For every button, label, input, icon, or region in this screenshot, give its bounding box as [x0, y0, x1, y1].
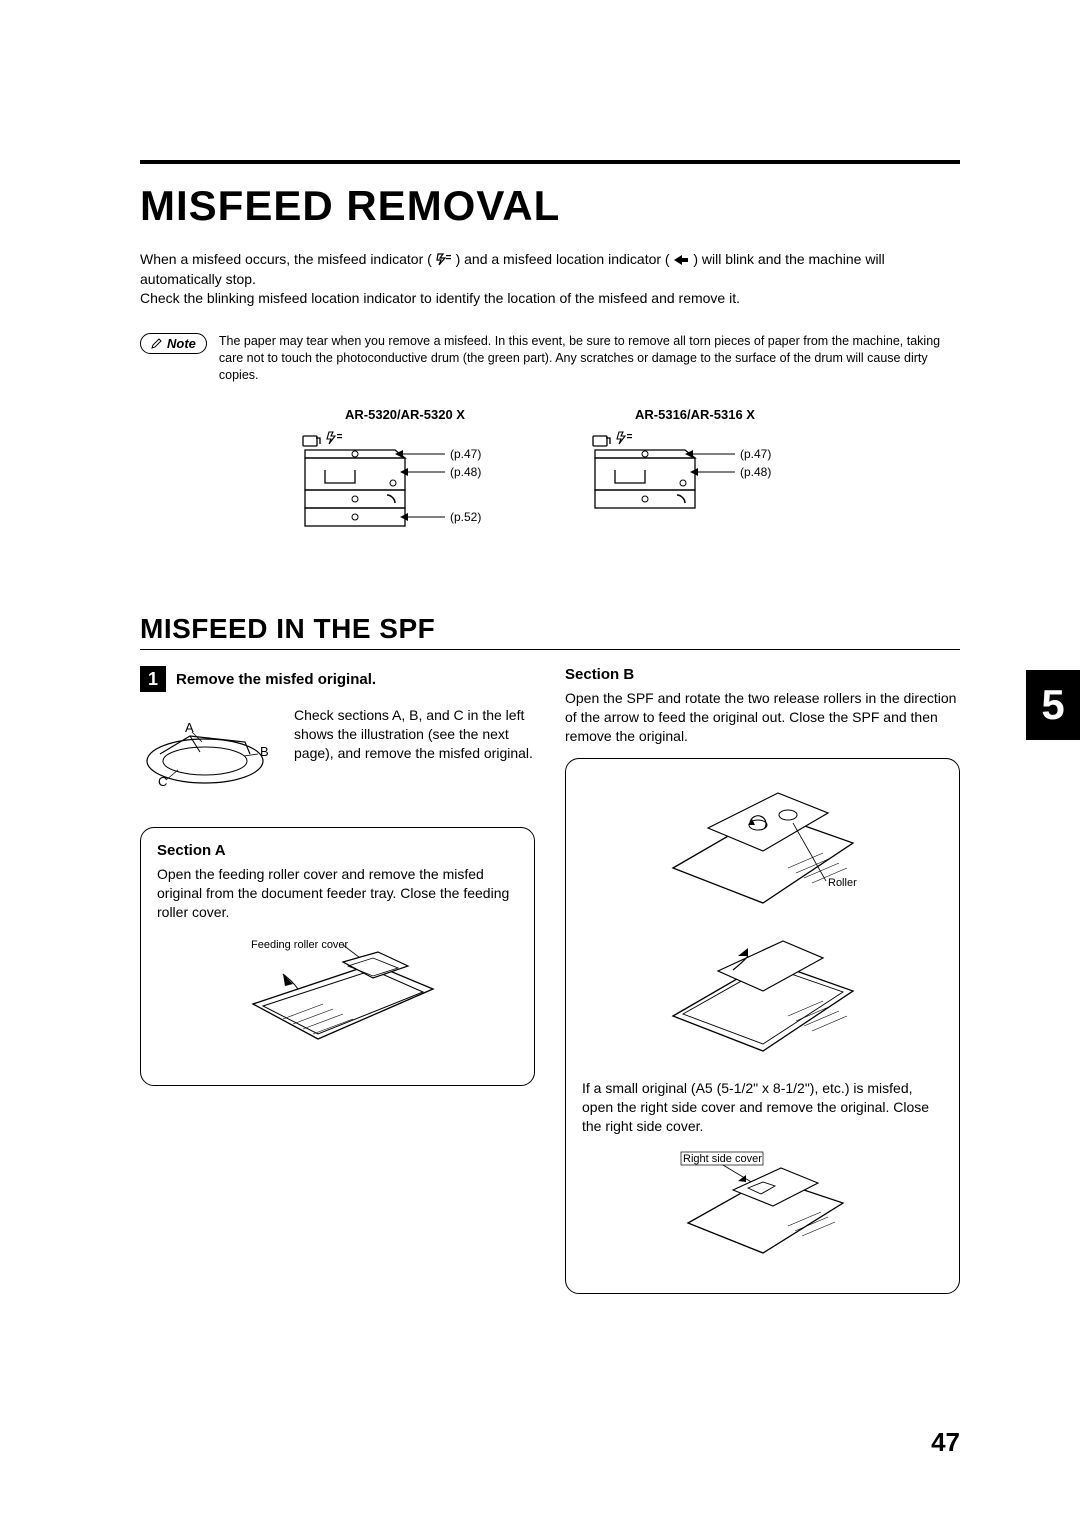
main-title: MISFEED REMOVAL [140, 182, 960, 230]
page-number: 47 [931, 1427, 960, 1458]
section-b-illustration-1: Roller [582, 773, 943, 918]
location-indicator-icon [673, 251, 693, 267]
step-1-row: A B C Check sections A, B, and C in the … [140, 706, 535, 801]
section-b-title: Section B [565, 666, 960, 683]
chapter-tab: 5 [1026, 670, 1080, 740]
intro-text-2: Check the blinking misfeed location indi… [140, 290, 740, 306]
section-b-body-2: If a small original (A5 (5-1/2" x 8-1/2"… [582, 1079, 943, 1136]
step-1-body: Check sections A, B, and C in the left s… [294, 706, 535, 801]
diagram-left: AR-5320/AR-5320 X (p.47) (p.48) [295, 407, 515, 563]
svg-text:C: C [158, 774, 167, 789]
section-a-illustration: Feeding roller cover [157, 934, 518, 1069]
top-rule [140, 160, 960, 164]
step-1-header: 1 Remove the misfed original. [140, 666, 535, 692]
pageref-48: (p.48) [450, 465, 481, 479]
intro-text-1: When a misfeed occurs, the misfeed indic… [140, 251, 432, 267]
diagram-right: AR-5316/AR-5316 X (p.47) (p.48) [585, 407, 805, 563]
note-label: Note [167, 336, 196, 351]
spf-title: MISFEED IN THE SPF [140, 613, 960, 645]
indicator-diagram-left-svg: (p.47) (p.48) (p.52) [295, 428, 515, 558]
step-1-title: Remove the misfed original. [176, 671, 376, 688]
intro-paragraph: When a misfeed occurs, the misfeed indic… [140, 250, 960, 309]
note-block: Note The paper may tear when you remove … [140, 333, 960, 384]
right-column: Section B Open the SPF and rotate the tw… [565, 666, 960, 1293]
misfeed-indicator-icon [436, 251, 456, 267]
section-b-illustration-3: Right side cover [582, 1148, 943, 1273]
section-b-illustration-2 [582, 926, 943, 1071]
page-root: MISFEED REMOVAL When a misfeed occurs, t… [0, 0, 1080, 1528]
diagram-right-title: AR-5316/AR-5316 X [585, 407, 805, 422]
svg-text:Right side cover: Right side cover [683, 1153, 762, 1165]
svg-text:Roller: Roller [828, 877, 857, 889]
section-b-box: Roller [565, 758, 960, 1294]
step-1-number: 1 [140, 666, 166, 692]
pageref-47b: (p.47) [740, 447, 771, 461]
spf-rule [140, 649, 960, 650]
pageref-48b: (p.48) [740, 465, 771, 479]
pencil-icon [151, 337, 163, 349]
indicator-diagrams: AR-5320/AR-5320 X (p.47) (p.48) [140, 407, 960, 563]
svg-text:B: B [260, 744, 269, 759]
abc-illustration: A B C [140, 706, 280, 801]
pageref-52: (p.52) [450, 510, 481, 524]
pageref-47: (p.47) [450, 447, 481, 461]
section-a-body: Open the feeding roller cover and remove… [157, 865, 518, 922]
indicator-diagram-right-svg: (p.47) (p.48) [585, 428, 805, 538]
spf-columns: 1 Remove the misfed original. A B C [140, 666, 960, 1293]
section-a-title: Section A [157, 842, 518, 859]
svg-text:Feeding roller cover: Feeding roller cover [251, 939, 349, 951]
diagram-left-title: AR-5320/AR-5320 X [295, 407, 515, 422]
section-a-box: Section A Open the feeding roller cover … [140, 827, 535, 1086]
note-text: The paper may tear when you remove a mis… [219, 333, 960, 384]
note-badge: Note [140, 333, 207, 354]
intro-text-1b: ) and a misfeed location indicator ( [456, 251, 670, 267]
left-column: 1 Remove the misfed original. A B C [140, 666, 535, 1293]
section-b-body: Open the SPF and rotate the two release … [565, 689, 960, 746]
